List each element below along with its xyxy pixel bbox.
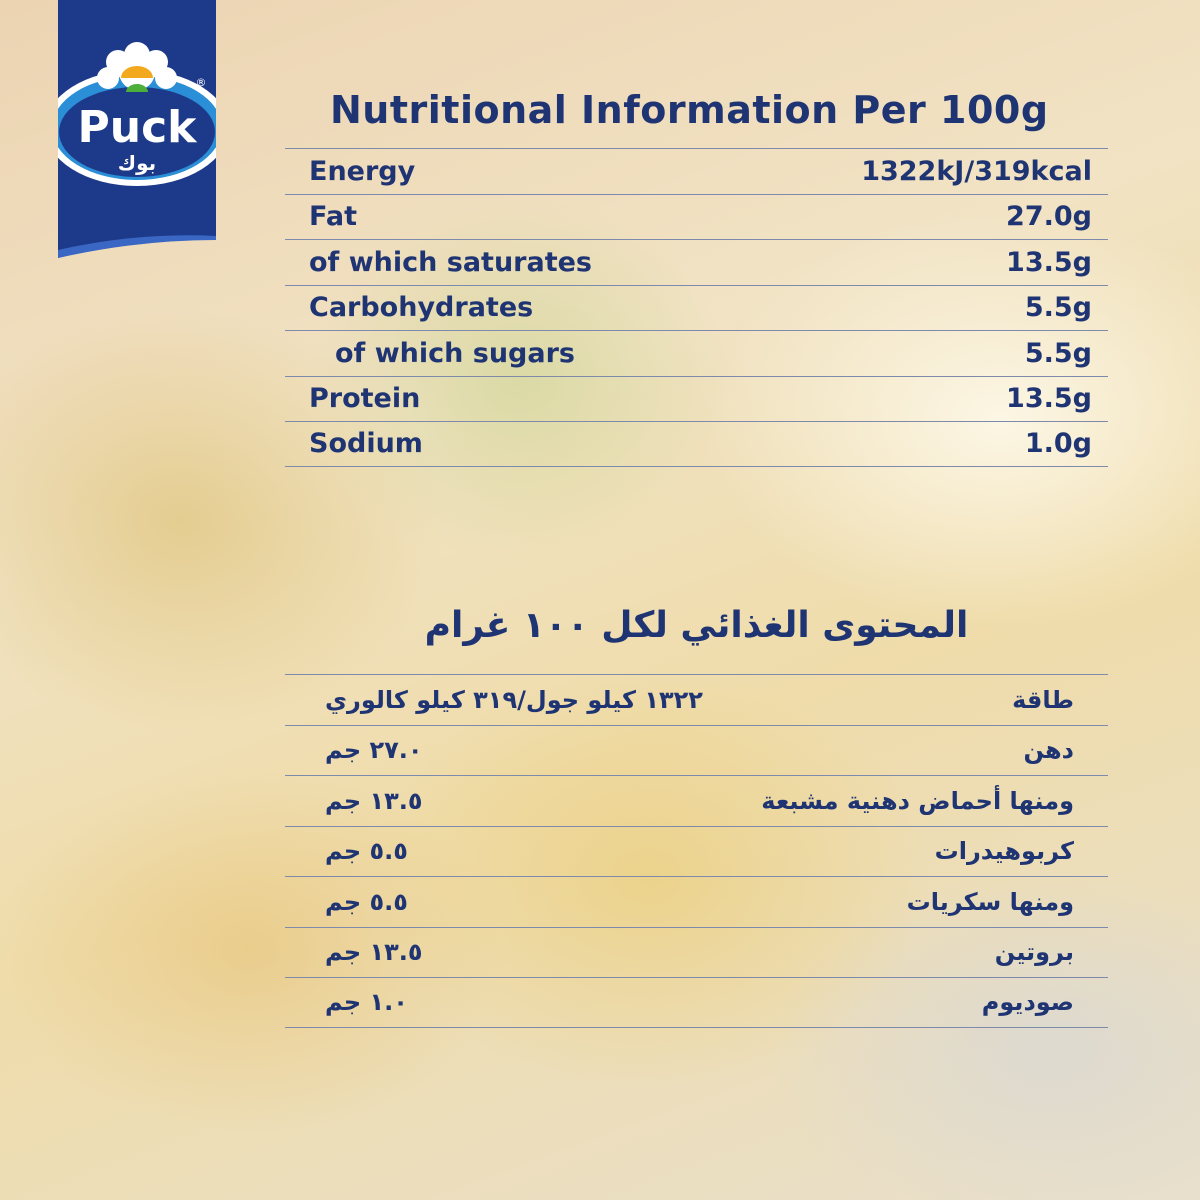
- nutrient-label: Fat: [309, 201, 357, 233]
- table-row: بروتين ١٣.٥ جم: [285, 926, 1108, 978]
- table-row: Sodium 1.0g: [285, 421, 1108, 467]
- nutrient-label: Energy: [309, 155, 416, 187]
- nutrient-value: 13.5g: [1006, 383, 1092, 415]
- table-row: طاقة ١٣٢٢ كيلو جول/٣١٩ كيلو كالوري: [285, 674, 1108, 725]
- table-row: Energy 1322kJ/319kcal: [285, 148, 1108, 194]
- nutrient-label: دهن: [1023, 736, 1074, 765]
- nutrient-value: 27.0g: [1006, 201, 1092, 233]
- table-row: ومنها أحماض دهنية مشبعة ١٣.٥ جم: [285, 775, 1108, 826]
- table-row: of which saturates 13.5g: [285, 239, 1108, 285]
- nutrient-label: of which sugars: [335, 337, 575, 369]
- nutrient-label: Carbohydrates: [309, 292, 534, 324]
- nutrient-value: ٥.٥ جم: [325, 887, 408, 916]
- nutrient-value: 5.5g: [1024, 292, 1092, 324]
- nutrient-value: 5.5g: [1024, 337, 1092, 369]
- table-row: دهن ٢٧.٠ جم: [285, 724, 1108, 776]
- nutrient-value: ١٣.٥ جم: [325, 786, 423, 815]
- table-row: of which sugars 5.5g: [285, 330, 1108, 376]
- nutrient-label: of which saturates: [309, 246, 592, 278]
- nutrient-label: Protein: [309, 383, 421, 415]
- nutrient-value: ٢٧.٠ جم: [325, 736, 423, 765]
- nutrient-label: Sodium: [309, 428, 423, 460]
- table-row: ومنها سكريات ٥.٥ جم: [285, 876, 1108, 927]
- arabic-nutrition-table: طاقة ١٣٢٢ كيلو جول/٣١٩ كيلو كالوري دهن ٢٧.…: [285, 674, 1108, 1028]
- nutrient-label: طاقة: [1012, 685, 1074, 714]
- nutrient-label: بروتين: [994, 938, 1074, 967]
- english-nutrition-table: Energy 1322kJ/319kcal Fat 27.0g of which s…: [285, 148, 1108, 467]
- nutrient-value: ١٣٢٢ كيلو جول/٣١٩ كيلو كالوري: [325, 685, 703, 714]
- nutrient-value: 13.5g: [1006, 246, 1092, 278]
- nutrient-value: ١.٠ جم: [325, 988, 408, 1017]
- nutrient-label: ومنها أحماض دهنية مشبعة: [761, 786, 1074, 815]
- svg-text:Puck: Puck: [78, 102, 199, 153]
- english-title: Nutritional Information Per 100g: [330, 88, 1049, 132]
- table-row: Fat 27.0g: [285, 193, 1108, 240]
- arabic-title: المحتوى الغذائي لكل ١٠٠ غرام: [424, 605, 969, 646]
- svg-text:®: ®: [196, 76, 207, 89]
- nutrient-label: كربوهيدرات: [934, 837, 1074, 866]
- nutrient-value: 1.0g: [1024, 428, 1092, 460]
- table-row: صوديوم ١.٠ جم: [285, 977, 1108, 1028]
- table-row: Carbohydrates 5.5g: [285, 284, 1108, 331]
- nutrient-value: ١٣.٥ جم: [325, 938, 423, 967]
- nutrient-value: 1322kJ/319kcal: [861, 155, 1092, 187]
- nutrient-value: ٥.٥ جم: [325, 837, 408, 866]
- table-row: كربوهيدرات ٥.٥ جم: [285, 825, 1108, 877]
- nutrient-label: صوديوم: [981, 988, 1074, 1017]
- puck-logo: Puck بوك ®: [45, 0, 229, 258]
- svg-text:بوك: بوك: [118, 151, 156, 175]
- table-row: Protein 13.5g: [285, 375, 1108, 422]
- nutrient-label: ومنها سكريات: [906, 887, 1074, 916]
